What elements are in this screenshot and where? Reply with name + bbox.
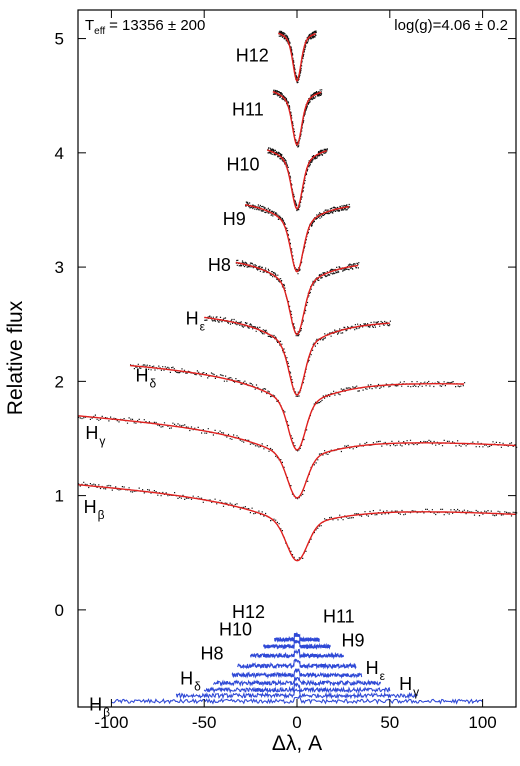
observed-spectrum: [267, 147, 328, 212]
line-label: Hδ: [180, 668, 201, 693]
line-label: H11: [232, 99, 264, 119]
x-tick-label: -50: [192, 713, 217, 732]
line-label-layer: Hβ Hγ Hδ Hε H8 H9 H10 H11 H12 Hβ Hγ Hδ Hε H8 H9 H10 H11 H…: [84, 46, 420, 720]
model-profile-line: [129, 364, 464, 451]
observed-spectrum: [278, 30, 317, 84]
line-label: Hγ: [399, 674, 419, 699]
residual-spectrum-line: [203, 681, 391, 694]
line-label: H11: [323, 607, 355, 627]
line-label: H10: [219, 619, 252, 639]
series-layer: [77, 30, 518, 705]
line-label: Hδ: [136, 366, 157, 391]
model-profile-line: [272, 91, 322, 146]
residual-spectrum-line: [263, 639, 331, 650]
model-profile-line: [235, 261, 359, 336]
line-label: Hε: [186, 309, 206, 334]
model-profile-line: [77, 484, 517, 562]
line-label: H12: [236, 46, 269, 66]
y-axis-label: Relative flux: [4, 300, 27, 415]
observed-spectrum: [272, 89, 323, 148]
line-label: Hγ: [85, 423, 105, 448]
model-profile-line: [277, 32, 316, 82]
model-profile-line: [266, 149, 327, 210]
y-tick-label: 3: [55, 258, 64, 277]
observed-spectrum: [78, 481, 518, 561]
line-label: H8: [208, 255, 231, 275]
residual-spectrum-line: [274, 631, 320, 643]
y-tick-label: 0: [55, 601, 64, 620]
logg-annotation: log(g)=4.06 ± 0.2: [394, 17, 508, 34]
y-tick-label: 1: [55, 487, 64, 506]
line-label: H9: [223, 209, 246, 229]
observed-spectrum: [245, 201, 351, 275]
x-tick-label: 0: [292, 713, 301, 732]
x-axis-label: Δλ, A: [272, 732, 322, 755]
observed-spectrum: [204, 315, 391, 397]
plot-frame: [77, 9, 517, 708]
observed-spectrum: [78, 414, 518, 500]
line-label: H9: [342, 631, 365, 651]
residual-spectrum-line: [250, 648, 344, 660]
residual-spectrum-line: [212, 676, 382, 687]
line-label: H8: [200, 643, 223, 663]
x-tick-label: -100: [94, 713, 128, 732]
model-profile-line: [244, 204, 350, 273]
line-label: H10: [226, 154, 259, 174]
line-label: H12: [232, 602, 265, 622]
residual-spectrum-line: [237, 658, 357, 670]
line-label: Hβ: [89, 695, 110, 720]
model-profile-line: [204, 316, 390, 396]
residual-spectrum-line: [231, 668, 363, 680]
tick-layer: -100 -50 0 50 100 0 1 2 3 4 5: [55, 10, 516, 732]
residual-spectrum-line: [175, 688, 419, 700]
model-profile-line: [77, 415, 516, 499]
residual-spectrum-line: [111, 694, 484, 705]
y-tick-label: 5: [55, 30, 64, 49]
observed-spectrum: [130, 363, 466, 452]
line-label: Hβ: [84, 497, 105, 522]
x-tick-label: 100: [468, 713, 496, 732]
y-tick-label: 4: [55, 144, 64, 163]
y-tick-label: 2: [55, 372, 64, 391]
teff-annotation: Teff = 13356 ± 200: [85, 17, 205, 37]
x-tick-label: 50: [380, 713, 399, 732]
line-label: Hε: [366, 658, 386, 683]
